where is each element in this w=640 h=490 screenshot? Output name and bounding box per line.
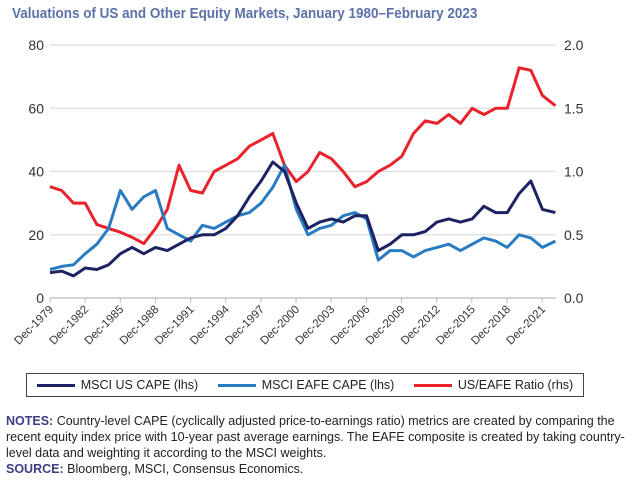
right-tick-label: 0.0 xyxy=(564,290,584,306)
series-line-us-cape xyxy=(49,160,556,278)
left-tick-label: 80 xyxy=(28,37,44,53)
source-text: Bloomberg, MSCI, Consensus Economics. xyxy=(63,462,304,476)
left-tick-label: 20 xyxy=(28,227,44,243)
source-label: SOURCE: xyxy=(6,462,64,476)
notes: NOTES: Country-level CAPE (cyclically ad… xyxy=(6,413,638,477)
legend-label-eafe: MSCI EAFE CAPE (lhs) xyxy=(261,378,395,392)
legend: MSCI US CAPE (lhs) MSCI EAFE CAPE (lhs) … xyxy=(26,373,584,397)
right-tick-label: 0.5 xyxy=(564,227,584,243)
notes-text: Country-level CAPE (cyclically adjusted … xyxy=(6,414,625,460)
left-tick-label: 60 xyxy=(28,100,44,116)
right-tick-label: 2.0 xyxy=(564,37,584,53)
chart-title: Valuations of US and Other Equity Market… xyxy=(12,6,478,22)
legend-swatch-ratio xyxy=(413,383,452,387)
right-tick-label: 1.0 xyxy=(564,164,584,180)
right-tick-label: 1.5 xyxy=(564,100,584,116)
legend-label-us: MSCI US CAPE (lhs) xyxy=(80,378,199,392)
series-line-eafe-cape xyxy=(49,163,557,271)
series-line-us-eafe-ratio xyxy=(49,66,557,246)
legend-swatch-us xyxy=(36,383,75,387)
legend-label-ratio: US/EAFE Ratio (rhs) xyxy=(457,378,574,392)
legend-item-eafe: MSCI EAFE CAPE (lhs) xyxy=(217,378,395,392)
legend-swatch-eafe xyxy=(217,383,256,387)
left-tick-label: 40 xyxy=(28,164,44,180)
left-tick-label: 0 xyxy=(36,290,44,306)
chart-plot: 0 0.020 0.540 1.060 1.580 2.0Dec-1979Dec-1982… xyxy=(12,37,584,347)
notes-label: NOTES: xyxy=(6,414,54,428)
legend-item-ratio: US/EAFE Ratio (rhs) xyxy=(413,378,574,392)
legend-item-us: MSCI US CAPE (lhs) xyxy=(36,378,199,392)
